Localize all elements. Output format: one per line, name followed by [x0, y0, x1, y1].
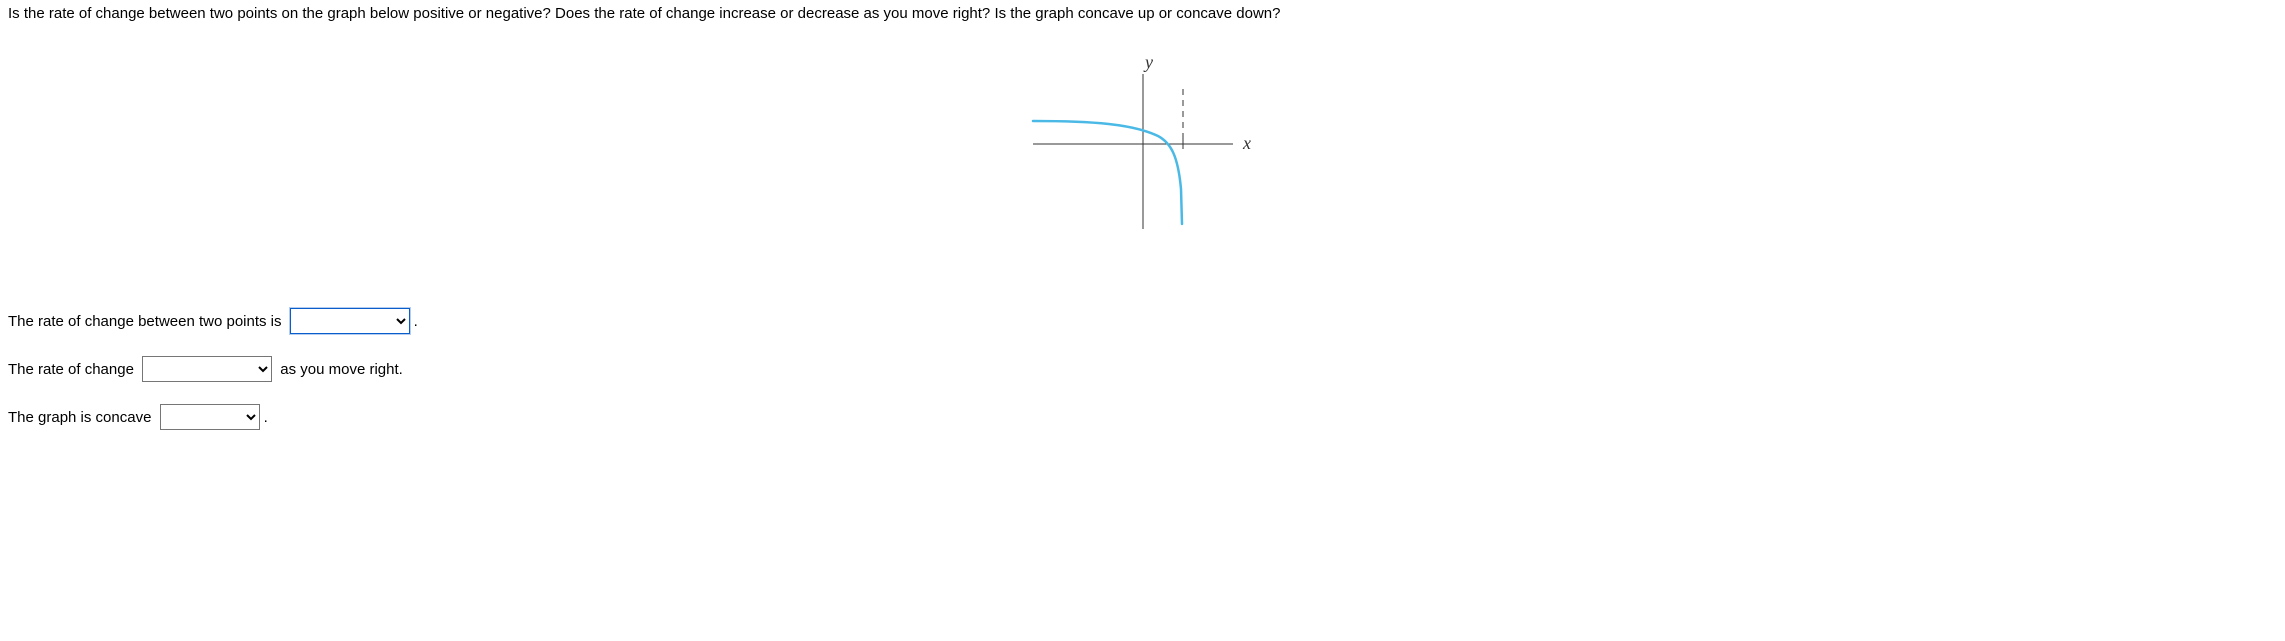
concavity-dropdown[interactable] — [160, 404, 260, 430]
answer3-pre: The graph is concave — [8, 409, 156, 426]
answer2-pre: The rate of change — [8, 361, 138, 378]
rate-sign-dropdown[interactable] — [290, 308, 410, 334]
answer-line-1: The rate of change between two points is… — [8, 308, 2277, 334]
answer2-post: as you move right. — [276, 361, 403, 378]
svg-text:x: x — [1242, 133, 1251, 153]
answer3-post: . — [264, 409, 268, 426]
rate-direction-dropdown[interactable] — [142, 356, 272, 382]
graph-svg: yx — [1013, 44, 1273, 244]
graph-container: yx — [8, 44, 2277, 248]
answer1-pre: The rate of change between two points is — [8, 313, 286, 330]
answer1-post: . — [414, 313, 418, 330]
question-text: Is the rate of change between two points… — [8, 4, 2277, 24]
question-text-content: Is the rate of change between two points… — [8, 5, 1280, 22]
svg-text:y: y — [1143, 52, 1153, 72]
answer-line-3: The graph is concave . — [8, 404, 2277, 430]
answer-line-2: The rate of change as you move right. — [8, 356, 2277, 382]
